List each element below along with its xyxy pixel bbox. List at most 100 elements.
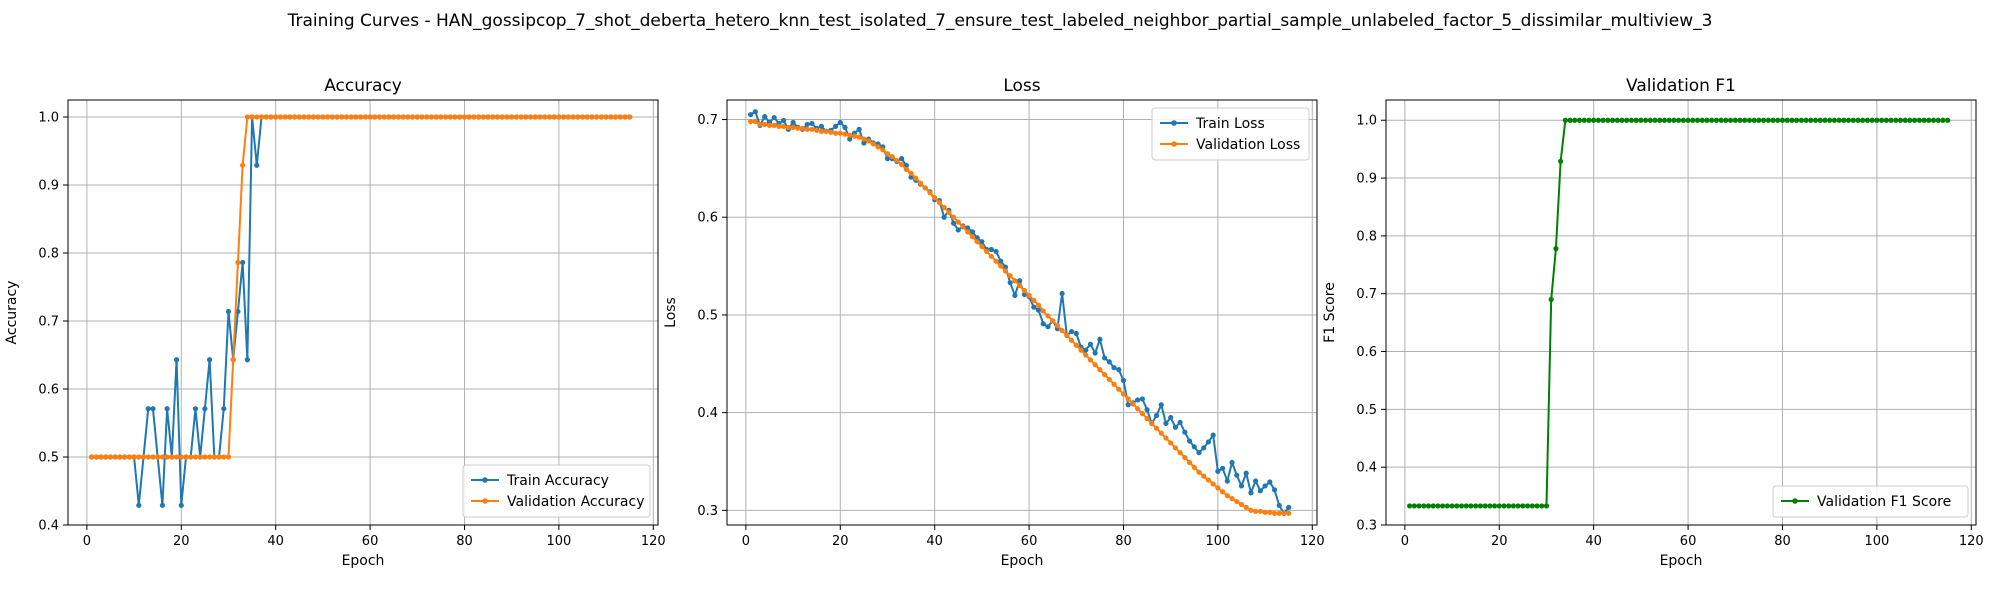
legend-label: Validation Loss — [1196, 137, 1300, 153]
data-point — [1879, 117, 1885, 123]
data-point — [1234, 498, 1240, 505]
data-point — [936, 199, 943, 206]
data-point — [1012, 292, 1018, 298]
data-point — [603, 114, 609, 120]
data-point — [150, 406, 156, 412]
y-axis-label: F1 Score — [1322, 282, 1338, 343]
data-point — [969, 234, 976, 240]
x-tick-label: 60 — [1021, 534, 1038, 549]
data-point — [866, 138, 872, 144]
data-point — [1407, 503, 1413, 509]
y-tick-label: 1.0 — [38, 111, 59, 126]
y-tick-label: 0.5 — [38, 451, 59, 466]
data-point — [1727, 117, 1734, 123]
data-point — [89, 454, 95, 460]
data-point — [1803, 117, 1809, 123]
data-point — [856, 126, 862, 132]
data-point — [244, 114, 250, 120]
y-tick-label: 0.9 — [38, 179, 59, 194]
data-point — [1737, 117, 1743, 123]
data-point — [1068, 337, 1075, 343]
data-point — [1168, 414, 1174, 421]
x-tick-label: 40 — [1585, 534, 1602, 549]
data-point — [1210, 432, 1216, 438]
data-point — [1271, 510, 1278, 516]
data-point — [818, 128, 825, 134]
x-axis-label: Epoch — [1660, 553, 1703, 569]
data-point — [1087, 341, 1094, 347]
data-point — [941, 214, 947, 220]
subplot-title: Validation F1 — [1626, 76, 1736, 96]
data-point — [376, 114, 383, 120]
data-point — [221, 406, 227, 412]
data-point — [386, 114, 392, 120]
data-point — [1092, 350, 1098, 356]
data-point — [1539, 503, 1545, 509]
data-point — [998, 263, 1004, 269]
y-tick-label: 0.8 — [1356, 229, 1377, 244]
data-point — [103, 454, 109, 460]
data-point — [1680, 117, 1686, 123]
data-point — [847, 136, 853, 142]
data-point — [814, 127, 820, 133]
data-point — [880, 147, 886, 153]
data-point — [1158, 430, 1164, 436]
data-point — [799, 125, 806, 131]
data-point — [1831, 117, 1837, 123]
data-point — [1267, 479, 1273, 485]
axes-frame — [726, 99, 1318, 526]
data-point — [1182, 429, 1188, 435]
data-point — [1196, 450, 1202, 456]
data-point — [1097, 336, 1103, 342]
data-point — [1045, 324, 1051, 330]
data-point — [1822, 117, 1828, 123]
data-point — [762, 121, 768, 128]
data-point — [1661, 117, 1668, 123]
x-tick-label: 40 — [926, 534, 943, 549]
data-point — [249, 114, 255, 120]
data-point — [804, 121, 810, 128]
legend: Validation F1 Score — [1772, 485, 1969, 518]
x-tick-label: 120 — [1959, 534, 1984, 549]
data-point — [254, 162, 260, 168]
data-point — [1860, 117, 1866, 123]
data-point — [1529, 503, 1535, 509]
data-point — [235, 308, 241, 315]
data-point — [1125, 402, 1131, 408]
data-point — [1125, 396, 1131, 402]
data-point — [1210, 481, 1216, 487]
data-point — [941, 204, 947, 211]
data-point — [1120, 377, 1127, 383]
data-point — [776, 123, 782, 129]
data-point — [903, 166, 909, 172]
data-point — [1120, 391, 1127, 397]
data-point — [471, 114, 477, 120]
data-point — [1224, 493, 1230, 499]
data-point — [301, 114, 307, 120]
data-point — [1163, 420, 1169, 426]
legend-box — [1772, 485, 1969, 518]
data-point — [225, 308, 232, 315]
data-point — [1845, 117, 1852, 123]
data-point — [1713, 117, 1719, 123]
data-point — [381, 114, 387, 120]
data-point — [1130, 401, 1136, 407]
data-point — [499, 114, 505, 120]
data-point — [164, 454, 170, 460]
data-point — [197, 454, 203, 460]
data-point — [1064, 332, 1070, 339]
data-point — [1586, 117, 1592, 123]
data-point — [1850, 117, 1856, 123]
data-point — [306, 114, 312, 120]
data-point — [1040, 308, 1046, 314]
data-point — [1912, 117, 1918, 123]
data-point — [1520, 503, 1526, 509]
data-point — [1558, 158, 1564, 164]
data-point — [192, 406, 199, 412]
series-validation-loss — [748, 118, 1292, 516]
data-point — [1035, 307, 1042, 313]
data-point — [1789, 117, 1795, 123]
subplot-title: Loss — [1003, 76, 1040, 96]
data-point — [1116, 367, 1122, 373]
data-point — [1191, 444, 1197, 450]
